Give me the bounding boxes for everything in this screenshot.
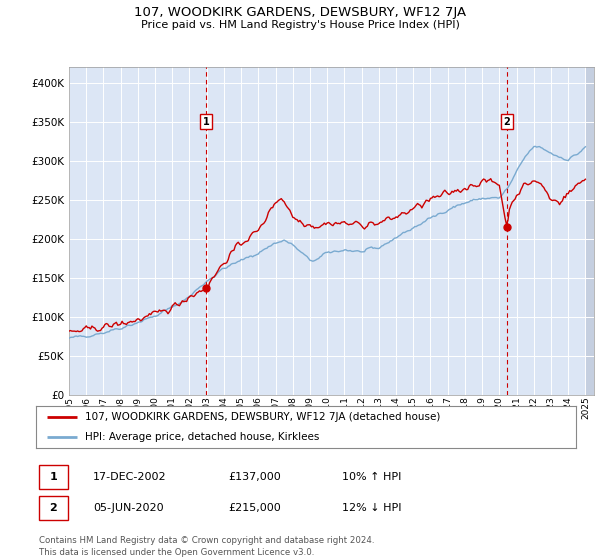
Bar (586, 67, 594, 395)
Text: 1: 1 (50, 472, 57, 482)
Text: Price paid vs. HM Land Registry's House Price Index (HPI): Price paid vs. HM Land Registry's House … (140, 20, 460, 30)
Text: HPI: Average price, detached house, Kirklees: HPI: Average price, detached house, Kirk… (85, 432, 319, 442)
Text: 17-DEC-2002: 17-DEC-2002 (93, 472, 167, 482)
Text: 1: 1 (203, 117, 209, 127)
Text: 2: 2 (503, 117, 510, 127)
Text: £137,000: £137,000 (228, 472, 281, 482)
Text: 05-JUN-2020: 05-JUN-2020 (93, 503, 164, 513)
Text: 10% ↑ HPI: 10% ↑ HPI (342, 472, 401, 482)
Text: 107, WOODKIRK GARDENS, DEWSBURY, WF12 7JA (detached house): 107, WOODKIRK GARDENS, DEWSBURY, WF12 7J… (85, 412, 440, 422)
Text: Contains HM Land Registry data © Crown copyright and database right 2024.
This d: Contains HM Land Registry data © Crown c… (39, 536, 374, 557)
Text: 107, WOODKIRK GARDENS, DEWSBURY, WF12 7JA: 107, WOODKIRK GARDENS, DEWSBURY, WF12 7J… (134, 6, 466, 18)
Text: 2: 2 (50, 503, 57, 513)
Text: £215,000: £215,000 (228, 503, 281, 513)
Text: 12% ↓ HPI: 12% ↓ HPI (342, 503, 401, 513)
